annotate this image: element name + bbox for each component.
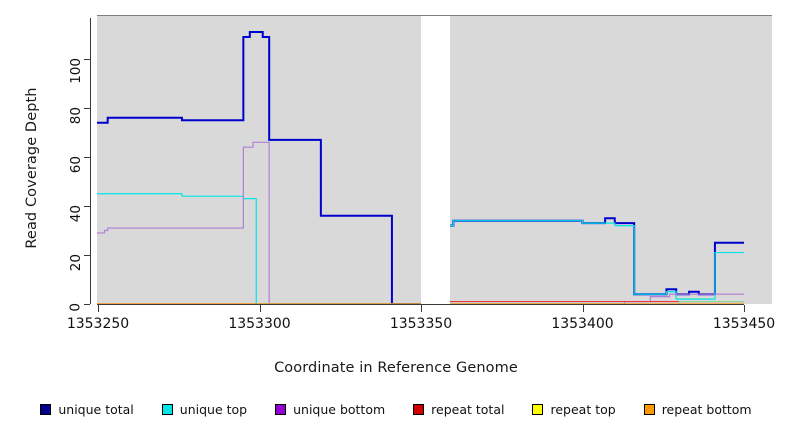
y-tick-label: 0 [68, 303, 84, 312]
x-tick [744, 305, 745, 312]
y-tick [84, 255, 90, 256]
y-tick [84, 59, 90, 60]
series-repeat-total [97, 300, 744, 304]
legend-item[interactable]: unique bottom [275, 402, 385, 417]
x-tick-label: 1353400 [551, 316, 614, 332]
coverage-gap-region [421, 16, 450, 304]
legend-label: repeat total [431, 401, 505, 417]
legend-swatch-icon [413, 403, 425, 415]
legend-item[interactable]: unique top [161, 401, 248, 417]
y-axis-label: Read Coverage Depth [24, 87, 40, 249]
y-axis-line [90, 18, 91, 304]
x-tick-label: 1353350 [389, 316, 453, 332]
legend-item[interactable]: unique total [40, 401, 134, 417]
series-repeat-top [253, 300, 744, 304]
legend-item[interactable]: repeat top [532, 401, 616, 417]
legend-swatch-icon [275, 403, 287, 415]
y-tick [84, 157, 90, 158]
y-tick [84, 108, 90, 109]
legend-item[interactable]: repeat total [413, 402, 504, 417]
legend-swatch-icon [643, 403, 655, 415]
plot-area [97, 15, 772, 304]
x-tick-label: 1353450 [712, 316, 776, 332]
x-tick [421, 305, 422, 312]
legend-item[interactable]: repeat bottom [643, 401, 752, 417]
x-tick [98, 305, 99, 312]
x-axis-label: Coordinate in Reference Genome [274, 360, 518, 376]
y-tick-label: 60 [68, 156, 84, 174]
plot-top-border [97, 15, 772, 16]
y-tick [84, 206, 90, 207]
legend-swatch-icon [40, 403, 52, 415]
x-tick [582, 305, 584, 312]
y-tick-label: 20 [68, 254, 84, 272]
legend-label: unique total [58, 401, 134, 417]
legend-label: repeat top [550, 401, 616, 417]
y-tick-label: 100 [68, 58, 84, 84]
legend-label: repeat bottom [661, 401, 752, 417]
legend-swatch-icon [532, 403, 544, 415]
x-tick [259, 305, 261, 312]
x-tick-label: 1353300 [228, 316, 291, 332]
y-tick [84, 304, 90, 305]
x-tick-label: 1353250 [66, 316, 130, 332]
legend-label: unique top [179, 401, 248, 417]
legend-swatch-icon [161, 403, 173, 415]
series-unique-bottom [97, 141, 744, 304]
chart-legend: unique total unique top unique bottom repea… [0, 398, 792, 420]
y-tick-label: 80 [68, 107, 84, 125]
legend-label: unique bottom [293, 401, 386, 417]
y-tick-label: 40 [68, 205, 84, 223]
x-axis-line [97, 304, 744, 305]
